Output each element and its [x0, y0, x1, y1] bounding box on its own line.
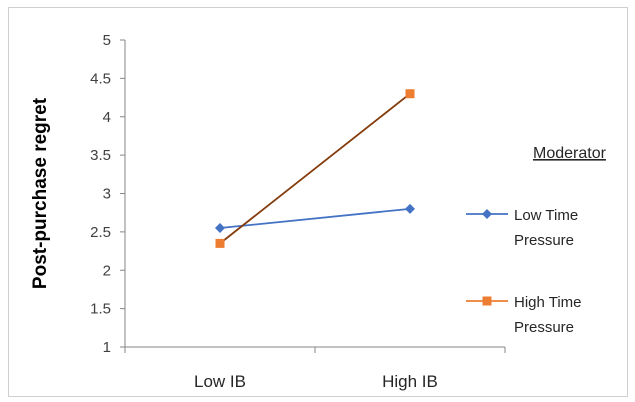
- series-line-2: [219, 93, 411, 245]
- chart-frame: [8, 7, 628, 397]
- legend-entry-label: High Time: [514, 294, 582, 311]
- legend: Moderator Low Time Pressure High Time Press…: [466, 145, 607, 336]
- y-tick-label: 3.5: [90, 147, 111, 164]
- legend-entry-label: Pressure: [514, 319, 574, 336]
- data-point-2-1: [215, 238, 225, 248]
- y-tick-label: 4: [103, 109, 111, 126]
- series-layer: [215, 89, 415, 248]
- x-tick-label: High IB: [382, 372, 438, 391]
- y-tick-label: 3: [103, 186, 111, 203]
- y-tick-label: 2.5: [90, 224, 111, 241]
- y-tick-label: 1.5: [90, 301, 111, 318]
- legend-entry-label: Pressure: [514, 232, 574, 249]
- y-tick-label: 1: [103, 339, 111, 356]
- y-tick-label: 2: [103, 262, 111, 279]
- axes: 1 1.5 2 2.5 3 3.5 4 4.5 5 Low IB High IB Post-purch…: [30, 32, 506, 391]
- legend-marker: [482, 209, 492, 219]
- x-tick-label: Low IB: [194, 372, 246, 391]
- y-tick-label: 5: [103, 32, 111, 49]
- y-axis-title: Post-purchase regret: [30, 97, 51, 289]
- legend-marker: [482, 296, 492, 306]
- data-point-1-1: [215, 223, 225, 234]
- legend-entry-label: Low Time: [514, 207, 578, 224]
- y-tick-label: 4.5: [90, 70, 111, 87]
- data-point-1-2: [405, 203, 415, 214]
- legend-title: Moderator: [533, 145, 607, 162]
- data-point-2-2: [405, 89, 415, 99]
- series-line-1: [219, 207, 411, 229]
